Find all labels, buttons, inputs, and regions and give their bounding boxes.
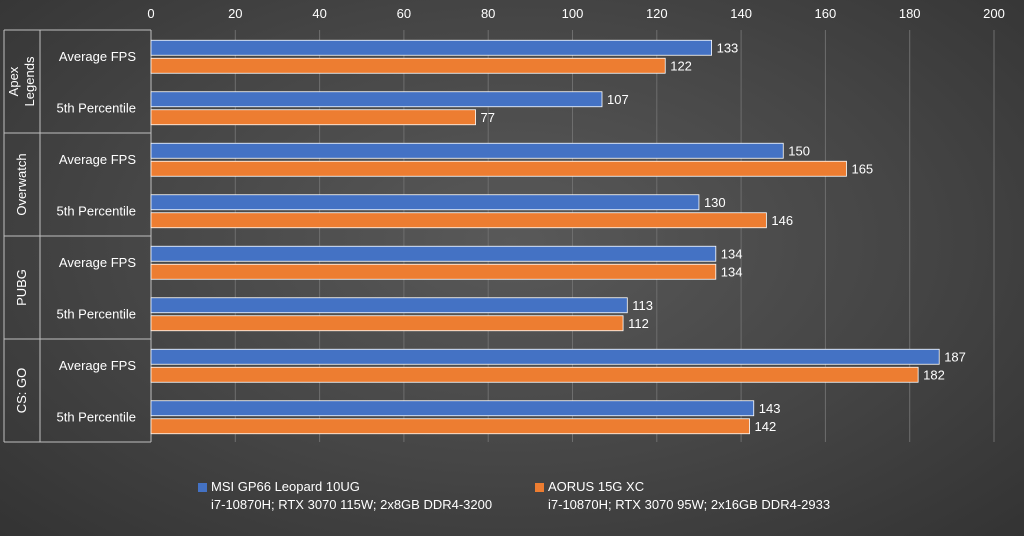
x-tick-label: 0: [147, 6, 154, 21]
category-label: Average FPS: [59, 49, 136, 64]
data-label: 112: [628, 316, 649, 331]
bar-aorus: [150, 212, 767, 229]
data-label: 122: [670, 58, 692, 73]
data-label: 182: [923, 367, 945, 382]
group-label: CS: GO: [14, 368, 29, 414]
x-tick-label: 20: [228, 6, 242, 21]
bar-msi: [150, 142, 784, 159]
data-label: 107: [607, 92, 629, 107]
bar-aorus: [150, 109, 476, 126]
x-tick-label: 60: [397, 6, 411, 21]
category-label: Average FPS: [59, 152, 136, 167]
legend-label-msi: MSI GP66 Leopard 10UG: [211, 479, 360, 494]
group-label: PUBG: [14, 269, 29, 306]
data-label: 77: [481, 110, 495, 125]
bar-msi: [150, 91, 603, 108]
category-label: 5th Percentile: [57, 203, 137, 218]
legend-subtitle-aorus: i7-10870H; RTX 3070 95W; 2x16GB DDR4-293…: [548, 497, 831, 512]
data-label: 143: [759, 401, 781, 416]
x-tick-label: 200: [983, 6, 1005, 21]
category-label: Average FPS: [59, 358, 136, 373]
x-tick-label: 160: [815, 6, 837, 21]
bar-msi: [150, 245, 717, 262]
bar-msi: [150, 194, 700, 211]
x-tick-label: 120: [646, 6, 668, 21]
bar-msi: [150, 39, 712, 56]
category-label: 5th Percentile: [57, 100, 137, 115]
data-label: 187: [944, 349, 966, 364]
x-tick-label: 140: [730, 6, 752, 21]
data-label: 150: [788, 143, 810, 158]
bar-msi: [150, 400, 755, 417]
data-label: 134: [721, 246, 743, 261]
x-tick-label: 40: [312, 6, 326, 21]
legend-label-aorus: AORUS 15G XC: [548, 479, 645, 494]
data-label: 146: [771, 213, 793, 228]
data-label: 130: [704, 195, 726, 210]
category-label: 5th Percentile: [57, 306, 137, 321]
category-label: Average FPS: [59, 255, 136, 270]
group-label: ApexLegends: [6, 56, 37, 106]
data-label: 165: [851, 161, 873, 176]
bar-aorus: [150, 160, 847, 177]
data-label: 133: [717, 40, 739, 55]
category-label: 5th Percentile: [57, 409, 137, 424]
legend-swatch-msi: [198, 482, 207, 492]
x-tick-label: 100: [562, 6, 584, 21]
bar-aorus: [150, 315, 624, 332]
legend-item-msi: MSI GP66 Leopard 10UG i7-10870H; RTX 307…: [198, 478, 492, 514]
bar-msi: [150, 297, 628, 314]
data-label: 134: [721, 264, 743, 279]
legend-swatch-aorus: [535, 482, 544, 492]
bar-aorus: [150, 418, 750, 435]
bar-aorus: [150, 57, 666, 74]
bar-aorus: [150, 366, 919, 383]
x-tick-label: 80: [481, 6, 495, 21]
data-label: 113: [632, 298, 653, 313]
data-label: 142: [755, 419, 777, 434]
bar-msi: [150, 348, 940, 365]
group-label: Overwatch: [14, 153, 29, 215]
legend-item-aorus: AORUS 15G XC i7-10870H; RTX 3070 95W; 2x…: [535, 478, 830, 514]
bar-aorus: [150, 263, 717, 280]
legend-subtitle-msi: i7-10870H; RTX 3070 115W; 2x8GB DDR4-320…: [211, 497, 493, 512]
x-tick-label: 180: [899, 6, 921, 21]
